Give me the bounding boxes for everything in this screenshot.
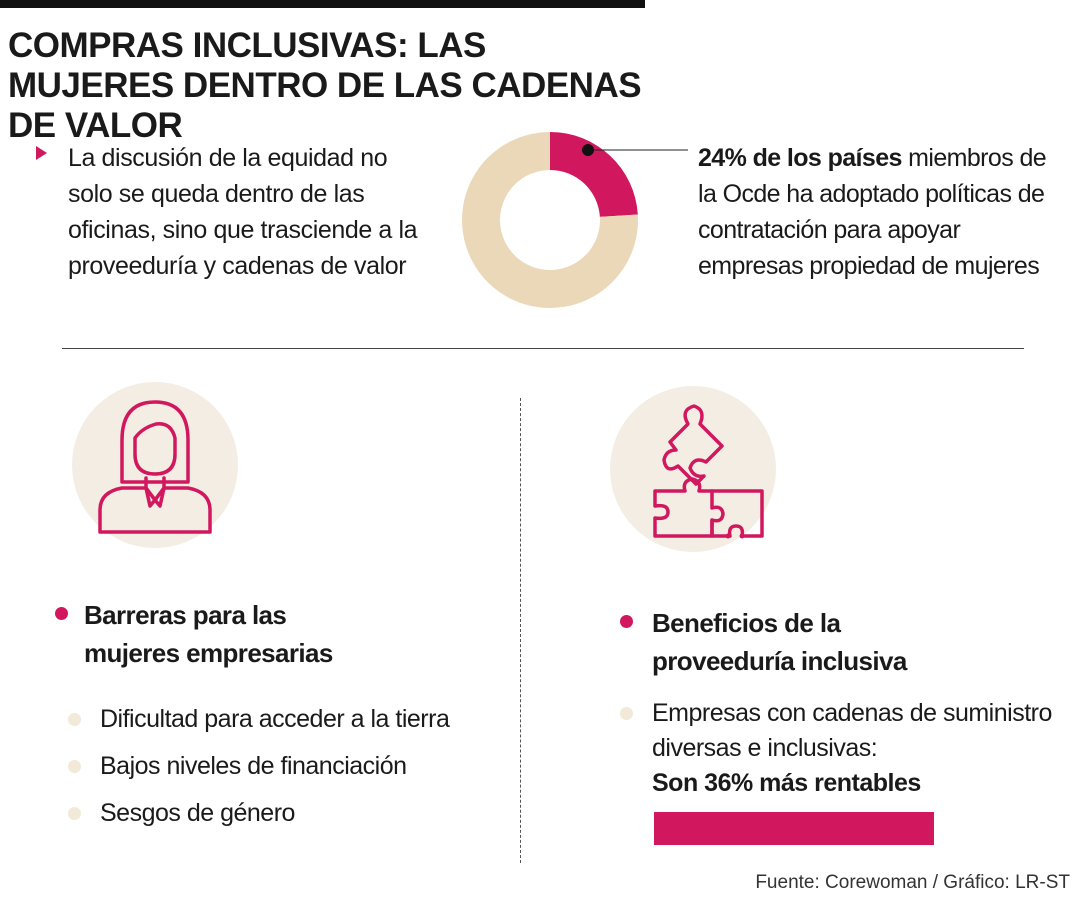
list-item: Dificultad para acceder a la tierra [64,696,504,743]
benefit-item: Empresas con cadenas de suministro diver… [652,699,1052,762]
benefits-heading-dot [620,615,633,628]
stat-rest: miembros de la Ocde ha adoptado política… [698,144,1047,280]
stat-text: 24% de los países miembros de la Ocde ha… [698,140,1058,284]
intro-text: La discusión de la equidad no solo se qu… [68,144,418,280]
barriers-list: Dificultad para acceder a la tierra Bajo… [64,696,504,837]
benefit-text: Empresas con cadenas de suministro diver… [652,696,1052,801]
benefit-highlight: Son 36% más rentables [652,769,921,797]
businesswoman-icon [98,400,212,534]
bullet-dot [620,707,633,720]
puzzle-pieces-icon [653,404,764,539]
barriers-heading-dot [55,607,68,620]
benefit-bar [654,812,934,845]
list-item: Bajos niveles de financiación [64,743,504,790]
donut-slice-highlight [550,132,638,217]
donut-chart [462,132,638,308]
bullet-dot [68,760,81,773]
businesswoman-icon-circle [72,382,238,548]
callout-leader-line [582,144,688,156]
column-divider [520,398,521,863]
section-divider [62,348,1024,349]
bullet-dot [68,713,81,726]
donut-slice-rest [462,132,638,308]
list-item-text: Sesgos de género [100,799,295,827]
arrow-bullet-icon [36,146,47,160]
page-title: COMPRAS INCLUSIVAS: LAS MUJERES DENTRO D… [8,26,642,145]
top-rule [0,0,645,8]
source-credit: Fuente: Corewoman / Gráfico: LR-ST [755,872,1070,893]
benefits-heading: Beneficios de la proveeduría inclusiva [652,608,907,676]
stat-highlight: 24% de los países [698,144,902,172]
list-item-text: Bajos niveles de financiación [100,752,407,780]
barriers-heading: Barreras para las mujeres empresarias [84,600,333,668]
puzzle-icon-circle [610,386,776,552]
list-item-text: Dificultad para acceder a la tierra [100,705,450,733]
bullet-dot [68,807,81,820]
list-item: Sesgos de género [64,790,504,837]
